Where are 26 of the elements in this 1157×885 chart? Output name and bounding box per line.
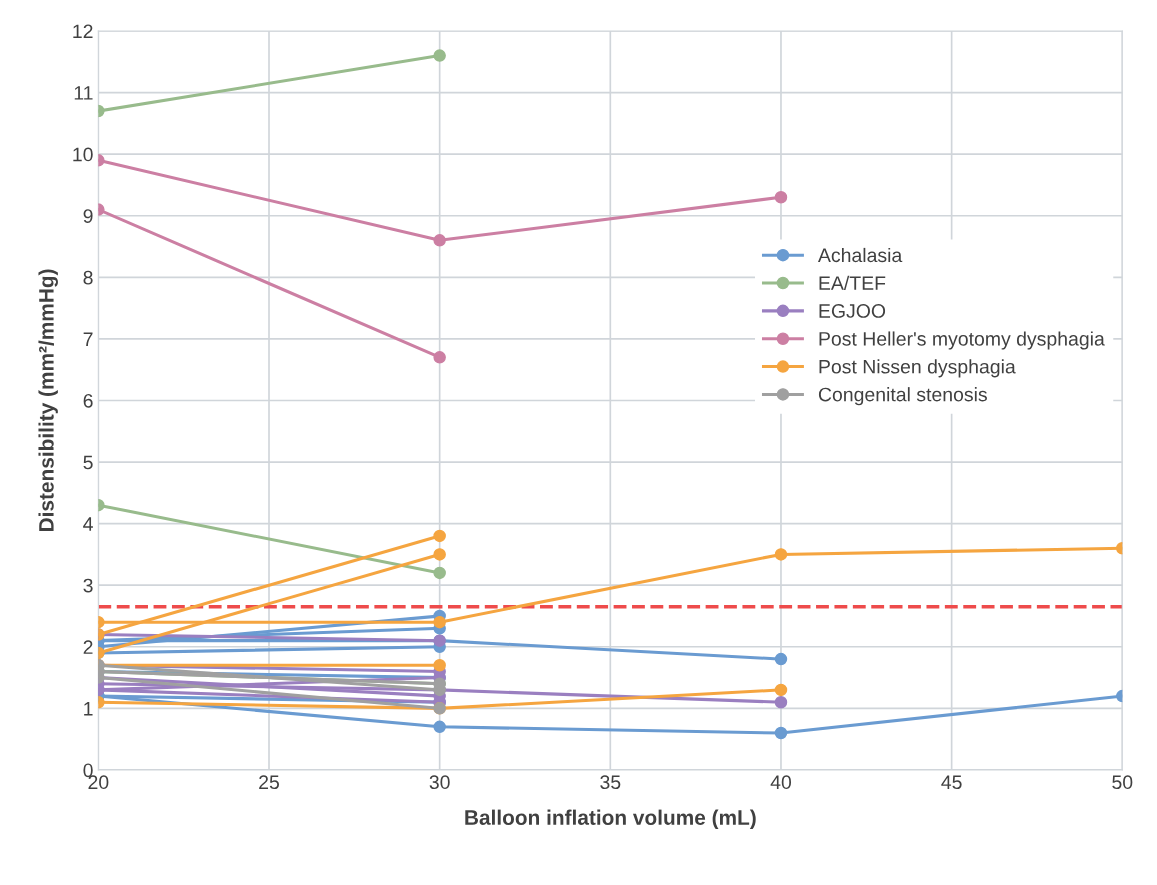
y-axis-title: Distensibility (mm²/mmHg) [38, 269, 58, 532]
legend-label: Post Heller's myotomy dysphagia [819, 331, 1105, 350]
legend-label: EGJOO [819, 304, 886, 318]
legend-label: Achalasia [817, 247, 903, 263]
y-tick-label: 12 [73, 24, 93, 39]
y-tick-label: 4 [83, 517, 93, 531]
legend-label: Congenital stenosis [818, 387, 987, 406]
y-tick-label: 6 [83, 393, 93, 408]
x-tick-label: 25 [259, 775, 279, 790]
y-tick-label: 11 [74, 86, 93, 100]
x-axis-title: Balloon inflation volume (mL) [465, 809, 756, 830]
y-tick-label: 5 [83, 455, 93, 470]
x-tick-label: 45 [941, 775, 962, 790]
y-tick-label: 2 [83, 640, 93, 654]
y-tick-label: 8 [83, 270, 93, 285]
x-tick-label: 30 [429, 775, 450, 790]
x-tick-label: 40 [770, 775, 792, 790]
y-tick-label: 10 [73, 147, 93, 162]
y-tick-label: 7 [83, 332, 93, 346]
y-tick-label: 1 [84, 702, 93, 716]
legend-label: EA/TEF [819, 275, 886, 291]
y-tick-label: 9 [83, 209, 93, 223]
x-tick-label: 35 [600, 775, 621, 790]
y-tick-label: 3 [83, 578, 93, 593]
legend-label: Post Nissen dysphagia [819, 359, 1016, 378]
x-tick-label: 50 [1112, 775, 1133, 790]
